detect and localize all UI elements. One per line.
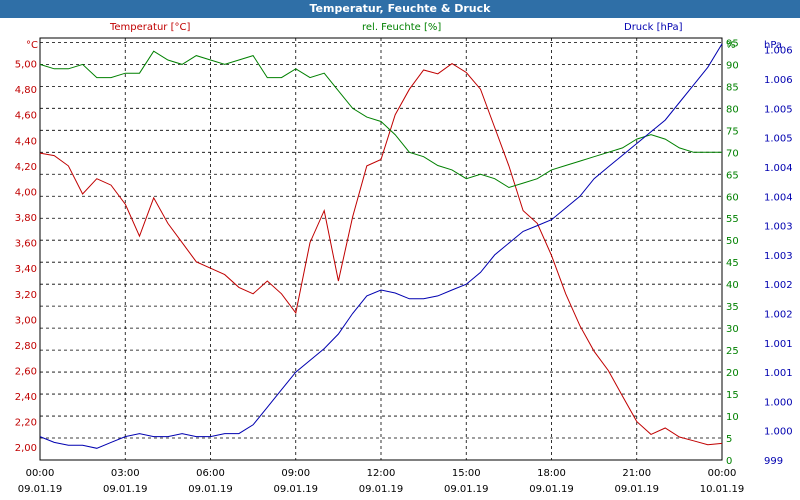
humidity-tick-label: 10 — [726, 412, 739, 423]
humidity-tick-label: 40 — [726, 280, 739, 291]
pressure-tick-label: 1.004 — [764, 163, 793, 174]
x-tick-time: 00:00 — [26, 468, 55, 479]
x-tick-time: 21:00 — [622, 468, 651, 479]
humidity-axis-unit: % — [726, 40, 736, 51]
temp-tick-label: 2,40 — [15, 392, 37, 403]
x-tick-date: 10.01.19 — [700, 484, 745, 495]
humidity-tick-label: 75 — [726, 126, 739, 137]
legend-humidity: rel. Feuchte [%] — [362, 22, 442, 33]
temp-tick-label: 4,00 — [15, 187, 37, 198]
pressure-tick-label: 1.004 — [764, 192, 793, 203]
pressure-tick-label: 1.003 — [764, 222, 793, 233]
x-tick-date: 09.01.19 — [18, 484, 63, 495]
pressure-tick-label: 1.006 — [764, 75, 793, 86]
temp-tick-label: 3,00 — [15, 315, 37, 326]
pressure-tick-label: 1.005 — [764, 134, 793, 145]
x-tick-date: 09.01.19 — [103, 484, 148, 495]
x-tick-time: 00:00 — [708, 468, 737, 479]
humidity-tick-label: 25 — [726, 346, 739, 357]
temperature-series-line — [39, 62, 723, 446]
temp-tick-label: 4,20 — [15, 162, 37, 173]
pressure-tick-label: 1.002 — [764, 309, 793, 320]
humidity-tick-label: 65 — [726, 170, 739, 181]
temp-tick-label: 3,40 — [15, 264, 37, 275]
temp-tick-label: 2,60 — [15, 366, 37, 377]
x-tick-date: 09.01.19 — [188, 484, 233, 495]
humidity-tick-label: 80 — [726, 104, 739, 115]
humidity-tick-label: 90 — [726, 60, 739, 71]
temp-tick-label: 2,00 — [15, 443, 37, 454]
humidity-tick-label: 5 — [726, 434, 732, 445]
pressure-tick-label: 999 — [764, 456, 783, 467]
humidity-tick-label: 30 — [726, 324, 739, 335]
x-tick-date: 09.01.19 — [273, 484, 318, 495]
pressure-tick-label: 1.000 — [764, 427, 793, 438]
temp-axis-unit: °C — [26, 40, 38, 51]
legend-pressure: Druck [hPa] — [624, 22, 683, 33]
x-tick-date: 09.01.19 — [529, 484, 574, 495]
temp-tick-label: 3,20 — [15, 290, 37, 301]
humidity-tick-label: 0 — [726, 456, 732, 467]
humidity-series-line — [39, 50, 722, 189]
x-tick-time: 12:00 — [367, 468, 396, 479]
x-tick-date: 09.01.19 — [614, 484, 659, 495]
pressure-tick-label: 1.003 — [764, 251, 793, 262]
x-tick-time: 18:00 — [537, 468, 566, 479]
humidity-tick-label: 55 — [726, 214, 739, 225]
temp-tick-label: 4,80 — [15, 85, 37, 96]
humidity-tick-label: 35 — [726, 302, 739, 313]
pressure-tick-label: 1.002 — [764, 280, 793, 291]
chart-title: Temperatur, Feuchte & Druck — [0, 0, 800, 18]
temp-tick-label: 4,60 — [15, 111, 37, 122]
x-tick-time: 15:00 — [452, 468, 481, 479]
x-tick-time: 03:00 — [111, 468, 140, 479]
pressure-tick-label: 1.001 — [764, 339, 793, 350]
pressure-tick-label: 1.001 — [764, 368, 793, 379]
pressure-series-line — [39, 43, 723, 449]
temp-tick-label: 3,60 — [15, 239, 37, 250]
humidity-tick-label: 85 — [726, 82, 739, 93]
humidity-tick-label: 50 — [726, 236, 739, 247]
humidity-tick-label: 45 — [726, 258, 739, 269]
pressure-tick-label: 1.000 — [764, 397, 793, 408]
temp-tick-label: 4,40 — [15, 136, 37, 147]
humidity-tick-label: 20 — [726, 368, 739, 379]
x-tick-time: 06:00 — [196, 468, 225, 479]
humidity-tick-label: 95 — [726, 38, 739, 49]
pressure-tick-label: 1.005 — [764, 104, 793, 115]
pressure-axis-unit: hPa — [764, 40, 782, 51]
temp-tick-label: 2,80 — [15, 341, 37, 352]
pressure-tick-label: 1.006 — [764, 46, 793, 57]
humidity-tick-label: 15 — [726, 390, 739, 401]
temp-tick-label: 2,20 — [15, 418, 37, 429]
temp-tick-label: 3,80 — [15, 213, 37, 224]
x-tick-date: 09.01.19 — [444, 484, 489, 495]
x-tick-time: 09:00 — [281, 468, 310, 479]
humidity-tick-label: 70 — [726, 148, 739, 159]
humidity-tick-label: 60 — [726, 192, 739, 203]
x-tick-date: 09.01.19 — [359, 484, 404, 495]
legend-temperature: Temperatur [°C] — [110, 22, 191, 33]
temp-tick-label: 5,00 — [15, 60, 37, 71]
